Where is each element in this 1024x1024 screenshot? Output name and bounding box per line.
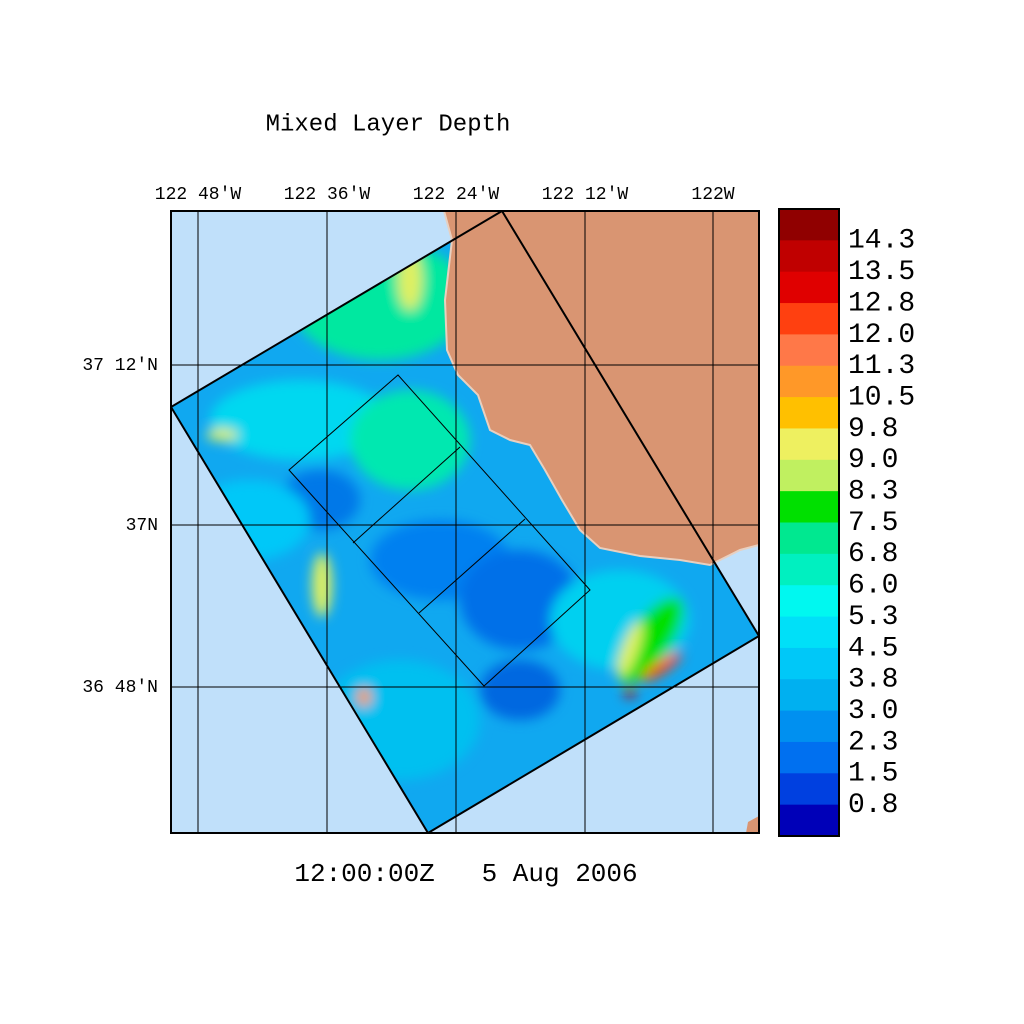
lat-label: 36 48'N bbox=[82, 678, 158, 698]
colorbar-label: 6.0 bbox=[848, 571, 898, 602]
colorbar-label: 12.0 bbox=[848, 320, 915, 351]
colorbar-frame bbox=[778, 208, 840, 837]
land bbox=[746, 816, 759, 833]
lon-label: 122 24'W bbox=[413, 185, 500, 205]
lon-label: 122W bbox=[691, 185, 734, 205]
colorbar-label: 7.5 bbox=[848, 508, 898, 539]
domain-outline bbox=[171, 211, 759, 833]
colorbar-box bbox=[779, 209, 839, 241]
lat-label: 37 12'N bbox=[82, 356, 158, 376]
colorbar-label: 11.3 bbox=[848, 351, 915, 382]
land bbox=[442, 211, 759, 567]
lon-label: 122 12'W bbox=[542, 185, 629, 205]
colorbar-box bbox=[779, 365, 839, 398]
lon-label: 122 36'W bbox=[284, 185, 371, 205]
colorbar-label: 10.5 bbox=[848, 382, 915, 413]
colorbar-box bbox=[779, 804, 839, 837]
nest-boxes bbox=[288, 374, 591, 687]
colorbar-label: 2.3 bbox=[848, 727, 898, 758]
colorbar-box bbox=[779, 271, 839, 304]
colorbar-label: 6.8 bbox=[848, 539, 898, 570]
colorbar-box bbox=[779, 459, 839, 492]
colorbar-box bbox=[779, 397, 839, 429]
colorbar-box bbox=[779, 647, 839, 680]
colorbar-label: 14.3 bbox=[848, 226, 915, 257]
colorbar-box bbox=[779, 553, 839, 586]
colorbar-label: 3.8 bbox=[848, 665, 898, 696]
colorbar-box bbox=[779, 679, 839, 712]
colorbar: 14.313.512.812.011.310.59.89.08.37.56.86… bbox=[778, 208, 915, 837]
colorbar-box bbox=[779, 616, 839, 649]
colorbar-box bbox=[779, 773, 839, 806]
lat-labels: 37 12'N 37N 36 48'N bbox=[82, 356, 158, 698]
map-area bbox=[171, 211, 759, 833]
timestamp: 12:00:00Z 5 Aug 2006 bbox=[294, 859, 637, 889]
colorbar-box bbox=[779, 240, 839, 273]
colorbar-label: 4.5 bbox=[848, 633, 898, 664]
colorbar-box bbox=[779, 491, 839, 523]
colorbar-box bbox=[779, 334, 839, 367]
colorbar-label: 9.8 bbox=[848, 414, 898, 445]
lon-label: 122 48'W bbox=[155, 185, 242, 205]
colorbar-box bbox=[779, 710, 839, 743]
title: Mixed Layer Depth bbox=[266, 111, 511, 138]
lat-label: 37N bbox=[126, 516, 158, 536]
colorbar-box bbox=[779, 428, 839, 461]
colorbar-box bbox=[779, 585, 839, 618]
colorbar-box bbox=[779, 303, 839, 335]
colorbar-label: 0.8 bbox=[848, 790, 898, 821]
colorbar-label: 5.3 bbox=[848, 602, 898, 633]
colorbar-box bbox=[779, 741, 839, 774]
colorbar-label: 12.8 bbox=[848, 288, 915, 319]
colorbar-box bbox=[779, 522, 839, 555]
map-frame bbox=[170, 210, 760, 834]
colorbar-label: 1.5 bbox=[848, 759, 898, 790]
colorbar-label: 8.3 bbox=[848, 477, 898, 508]
colorbar-label: 9.0 bbox=[848, 445, 898, 476]
lon-labels: 122 48'W 122 36'W 122 24'W 122 12'W 122W bbox=[155, 185, 735, 205]
colorbar-label: 13.5 bbox=[848, 257, 915, 288]
colorbar-label: 3.0 bbox=[848, 696, 898, 727]
